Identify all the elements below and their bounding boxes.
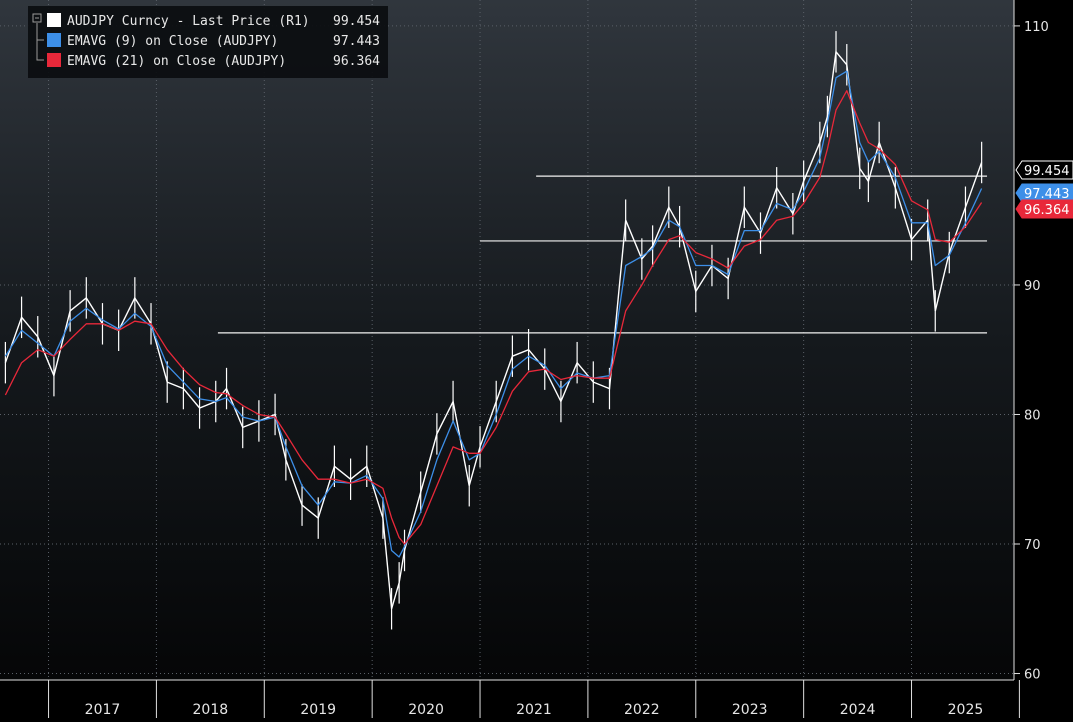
x-tick-label: 2025 [948,702,984,718]
last-value-tag-box [1015,160,1073,180]
last-value-tag-text: 97.443 [1024,187,1070,202]
y-tick-label: 60 [1024,668,1041,683]
last-value-tag-text: 96.364 [1024,203,1070,218]
grid-lines [0,0,1014,680]
x-tick-label: 2022 [624,702,660,718]
legend-item[interactable]: AUDJPY Curncy - Last Price (R1) 99.454 [47,13,380,29]
legend-value: 97.443 [333,34,380,49]
last-value-tag-box [1015,199,1073,219]
y-axis: 60 70 80 90 110 [1014,20,1049,683]
legend-swatch [47,53,61,67]
x-tick-label: 2020 [408,702,444,718]
x-tick-label: 2019 [300,702,336,718]
series-price-line [4,50,983,609]
x-tick-label: 2021 [516,702,552,718]
x-axis: 2017 2018 2019 2020 2021 2022 2023 2024 2025 [48,680,1020,718]
legend-value: 99.454 [333,14,380,29]
y-tick-label: 110 [1024,20,1049,35]
legend-collapse-icon[interactable] [32,13,42,23]
legend-label: EMAVG (21) on Close (AUDJPY) [67,54,286,69]
legend: AUDJPY Curncy - Last Price (R1) 99.454 EMA… [28,6,388,78]
series-ema9-line [4,70,983,558]
y-tick-label: 70 [1024,538,1041,553]
x-tick-label: 2024 [840,702,876,718]
last-value-tag-text: 99.454 [1024,164,1070,179]
plot-background [0,0,1014,680]
horizontal-reference-lines [217,175,988,334]
last-value-tag: 99.454 [1015,160,1073,180]
legend-swatch [47,33,61,47]
x-tick-label: 2017 [85,702,121,718]
bottom-axis-panel [0,680,1073,718]
legend-item[interactable]: EMAVG (21) on Close (AUDJPY) 96.364 [47,53,380,69]
legend-item[interactable]: EMAVG (9) on Close (AUDJPY) 97.443 [47,33,380,49]
legend-value: 96.364 [333,54,380,69]
y-tick-label: 80 [1024,408,1041,423]
last-value-tag-box [1015,183,1073,203]
x-tick-label: 2018 [193,702,229,718]
legend-label: EMAVG (9) on Close (AUDJPY) [67,34,278,49]
last-value-tag: 96.364 [1015,199,1073,219]
series-layer [4,31,983,630]
right-axis-panel [1014,0,1073,680]
x-tick-label: 2023 [732,702,768,718]
series-ema21-line [4,90,983,545]
legend-label: AUDJPY Curncy - Last Price (R1) [67,14,310,29]
legend-box [28,6,388,78]
y-tick-label: 90 [1024,279,1041,294]
legend-tree-connector [36,23,44,61]
last-value-tag: 97.443 [1015,183,1073,203]
legend-swatch [47,13,61,27]
